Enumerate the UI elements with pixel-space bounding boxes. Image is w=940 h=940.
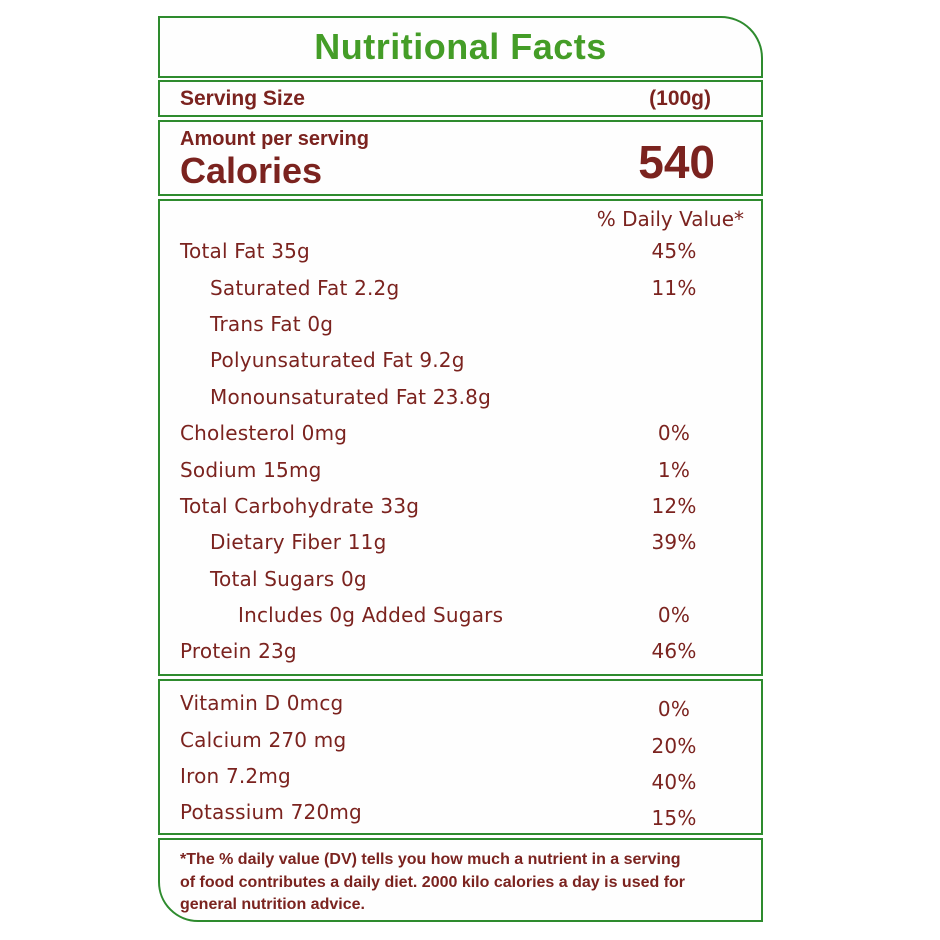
nutrient-row: Trans Fat 0g bbox=[180, 306, 744, 342]
calories-left: Amount per serving Calories bbox=[180, 127, 369, 194]
nutrient-row: Total Carbohydrate 33g 12% bbox=[180, 488, 744, 524]
vitamin-row-daily-value: 20% bbox=[651, 733, 697, 758]
footnote-line: general nutrition advice. bbox=[180, 896, 365, 913]
vitamin-row-label: Calcium 270 mg bbox=[180, 727, 347, 752]
nutrient-row-label: Sodium 15mg bbox=[180, 457, 322, 482]
daily-value-header: % Daily Value* bbox=[596, 207, 744, 231]
label-title: Nutritional Facts bbox=[314, 26, 607, 67]
nutrient-row-label: Total Carbohydrate 33g bbox=[180, 493, 420, 518]
calories-section: Amount per serving Calories 540 bbox=[158, 120, 763, 196]
nutrient-row-daily-value: 11% bbox=[651, 275, 697, 300]
nutrient-row-daily-value: 12% bbox=[651, 493, 697, 518]
nutrient-row-label: Trans Fat 0g bbox=[210, 311, 334, 336]
title-section: Nutritional Facts bbox=[158, 16, 763, 78]
nutrient-row: Includes 0g Added Sugars 0% bbox=[180, 597, 744, 633]
vitamin-row-label: Vitamin D 0mcg bbox=[180, 691, 344, 716]
footnote-line: *The % daily value (DV) tells you how mu… bbox=[180, 851, 681, 868]
nutrient-row-daily-value: 0% bbox=[657, 603, 691, 628]
nutrient-row-label: Dietary Fiber 11g bbox=[210, 530, 387, 555]
nutrient-row: Sodium 15mg 1% bbox=[180, 451, 744, 487]
amount-per-serving-label: Amount per serving bbox=[180, 128, 369, 150]
nutrient-row-daily-value: 45% bbox=[651, 239, 697, 264]
vitamin-rows: Vitamin D 0mcg 0% Calcium 270 mg 20% Iron 7.… bbox=[180, 685, 744, 831]
nutrient-row-label: Protein 23g bbox=[180, 639, 297, 664]
nutrient-row-daily-value: 0% bbox=[657, 421, 691, 446]
vitamin-row-daily-value: 40% bbox=[651, 769, 697, 794]
vitamin-row: Potassium 720mg 15% bbox=[180, 794, 744, 830]
nutrients-section: % Daily Value* Total Fat 35g 45% Saturated… bbox=[158, 199, 763, 676]
nutrient-row-label: Monounsaturated Fat 23.8g bbox=[210, 384, 491, 409]
nutrient-rows: Total Fat 35g 45% Saturated Fat 2.2g 11% Tra… bbox=[180, 233, 744, 670]
footnote-section: *The % daily value (DV) tells you how mu… bbox=[158, 838, 763, 922]
nutrient-row-label: Includes 0g Added Sugars bbox=[238, 603, 504, 628]
serving-size-label: Serving Size bbox=[180, 86, 305, 110]
serving-size-row: Serving Size (100g) bbox=[158, 80, 763, 117]
nutrient-row-label: Cholesterol 0mg bbox=[180, 421, 348, 446]
nutrient-row: Total Sugars 0g bbox=[180, 561, 744, 597]
nutrient-row: Dietary Fiber 11g 39% bbox=[180, 524, 744, 560]
nutrition-label: Nutritional Facts Serving Size (100g) Am… bbox=[158, 16, 763, 925]
vitamin-row-daily-value: 0% bbox=[657, 697, 691, 722]
vitamin-row-label: Iron 7.2mg bbox=[180, 763, 291, 788]
calories-value: 540 bbox=[638, 135, 715, 188]
nutrient-row-daily-value: 1% bbox=[657, 457, 691, 482]
nutrient-row-label: Polyunsaturated Fat 9.2g bbox=[210, 348, 465, 373]
calories-label: Calories bbox=[180, 150, 323, 191]
nutrient-row: Saturated Fat 2.2g 11% bbox=[180, 269, 744, 305]
nutrient-row-daily-value: 39% bbox=[651, 530, 697, 555]
nutrient-row: Polyunsaturated Fat 9.2g bbox=[180, 342, 744, 378]
vitamin-row-label: Potassium 720mg bbox=[180, 800, 362, 825]
nutrient-row: Protein 23g 46% bbox=[180, 633, 744, 669]
nutrient-row: Monounsaturated Fat 23.8g bbox=[180, 379, 744, 415]
vitamin-row: Iron 7.2mg 40% bbox=[180, 758, 744, 794]
nutrient-row-label: Total Fat 35g bbox=[180, 239, 310, 264]
vitamin-row: Vitamin D 0mcg 0% bbox=[180, 685, 744, 721]
footnote-line: of food contributes a daily diet. 2000 k… bbox=[180, 873, 686, 891]
vitamins-section: Vitamin D 0mcg 0% Calcium 270 mg 20% Iron 7.… bbox=[158, 679, 763, 835]
nutrient-row-label: Total Sugars 0g bbox=[210, 566, 367, 591]
nutrient-row-daily-value: 46% bbox=[651, 639, 697, 664]
vitamin-row-daily-value: 15% bbox=[651, 806, 697, 831]
nutrient-row: Cholesterol 0mg 0% bbox=[180, 415, 744, 451]
serving-size-value: (100g) bbox=[649, 86, 711, 110]
nutrient-row-label: Saturated Fat 2.2g bbox=[210, 275, 400, 300]
vitamin-row: Calcium 270 mg 20% bbox=[180, 721, 744, 758]
nutrient-row: Total Fat 35g 45% bbox=[180, 233, 744, 269]
